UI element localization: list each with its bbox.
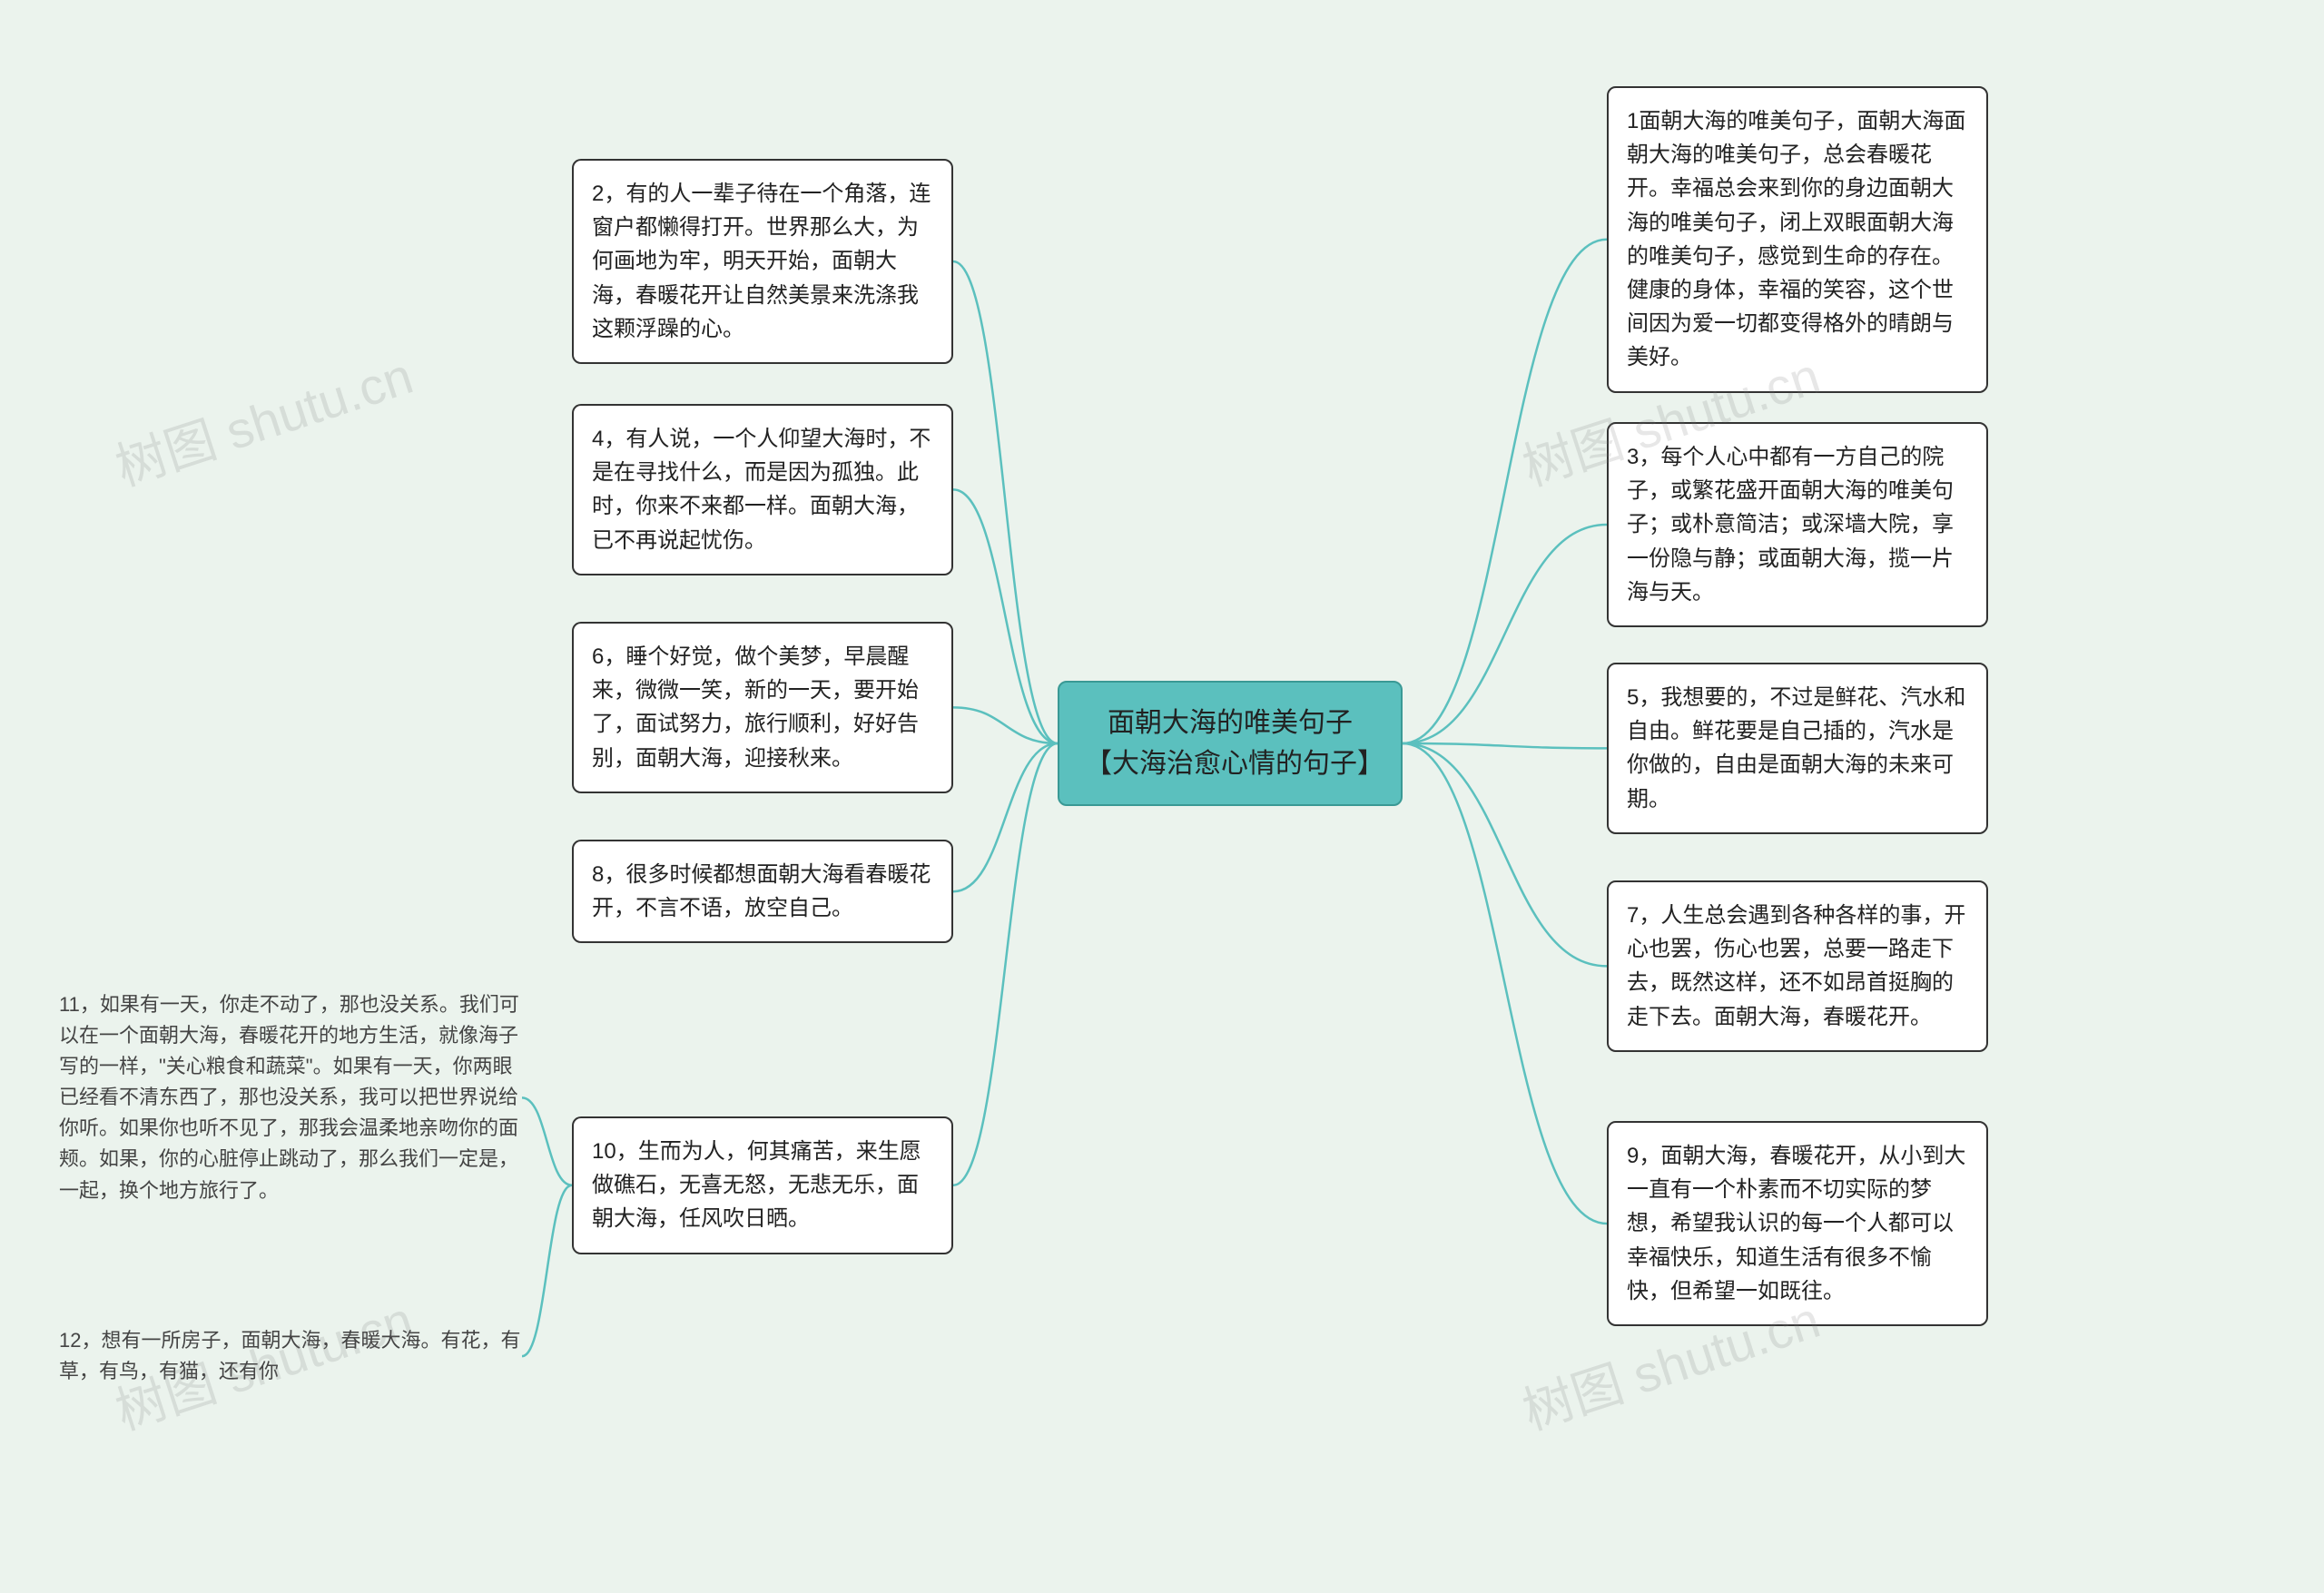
leaf-node-text: 7，人生总会遇到各种各样的事，开心也罢，伤心也罢，总要一路走下去，既然这样，还不…: [1627, 903, 1965, 1029]
leaf-node-text: 8，很多时候都想面朝大海看春暖花开，不言不语，放空自己。: [592, 862, 931, 920]
leaf-node: 4，有人说，一个人仰望大海时，不是在寻找什么，而是因为孤独。此时，你来不来都一样…: [572, 404, 953, 575]
leaf-node-text: 5，我想要的，不过是鲜花、汽水和自由。鲜花要是自己插的，汽水是你做的，自由是面朝…: [1627, 685, 1965, 811]
center-node-text: 面朝大海的唯美句子【大海治愈心情的句子】: [1085, 708, 1384, 779]
leaf-node: 5，我想要的，不过是鲜花、汽水和自由。鲜花要是自己插的，汽水是你做的，自由是面朝…: [1607, 663, 1988, 834]
leaf-node-text: 9，面朝大海，春暖花开，从小到大一直有一个朴素而不切实际的梦想，希望我认识的每一…: [1627, 1144, 1965, 1303]
leaf-node: 10，生而为人，何其痛苦，来生愿做礁石，无喜无怒，无悲无乐，面朝大海，任风吹日晒…: [572, 1116, 953, 1254]
leaf-node: 9，面朝大海，春暖花开，从小到大一直有一个朴素而不切实际的梦想，希望我认识的每一…: [1607, 1121, 1988, 1326]
center-node: 面朝大海的唯美句子【大海治愈心情的句子】: [1058, 681, 1403, 806]
plain-node-text: 11，如果有一天，你走不动了，那也没关系。我们可以在一个面朝大海，春暖花开的地方…: [59, 993, 519, 1202]
leaf-node-text: 2，有的人一辈子待在一个角落，连窗户都懒得打开。世界那么大，为何画地为牢，明天开…: [592, 182, 931, 341]
plain-node: 11，如果有一天，你走不动了，那也没关系。我们可以在一个面朝大海，春暖花开的地方…: [59, 989, 522, 1206]
leaf-node: 6，睡个好觉，做个美梦，早晨醒来，微微一笑，新的一天，要开始了，面试努力，旅行顺…: [572, 622, 953, 793]
leaf-node-text: 4，有人说，一个人仰望大海时，不是在寻找什么，而是因为孤独。此时，你来不来都一样…: [592, 427, 931, 553]
plain-node: 12，想有一所房子，面朝大海，春暖大海。有花，有草，有鸟，有猫，还有你: [59, 1325, 522, 1387]
leaf-node: 7，人生总会遇到各种各样的事，开心也罢，伤心也罢，总要一路走下去，既然这样，还不…: [1607, 880, 1988, 1052]
leaf-node-text: 10，生而为人，何其痛苦，来生愿做礁石，无喜无怒，无悲无乐，面朝大海，任风吹日晒…: [592, 1139, 921, 1231]
leaf-node: 2，有的人一辈子待在一个角落，连窗户都懒得打开。世界那么大，为何画地为牢，明天开…: [572, 159, 953, 364]
leaf-node: 1面朝大海的唯美句子，面朝大海面朝大海的唯美句子，总会春暖花开。幸福总会来到你的…: [1607, 86, 1988, 393]
leaf-node-text: 3，每个人心中都有一方自己的院子，或繁花盛开面朝大海的唯美句子；或朴意简洁；或深…: [1627, 445, 1954, 605]
watermark: 树图 shutu.cn: [105, 336, 421, 501]
leaf-node-text: 6，睡个好觉，做个美梦，早晨醒来，微微一笑，新的一天，要开始了，面试努力，旅行顺…: [592, 644, 919, 771]
leaf-node: 3，每个人心中都有一方自己的院子，或繁花盛开面朝大海的唯美句子；或朴意简洁；或深…: [1607, 422, 1988, 627]
leaf-node: 8，很多时候都想面朝大海看春暖花开，不言不语，放空自己。: [572, 840, 953, 943]
leaf-node-text: 1面朝大海的唯美句子，面朝大海面朝大海的唯美句子，总会春暖花开。幸福总会来到你的…: [1627, 109, 1965, 369]
plain-node-text: 12，想有一所房子，面朝大海，春暖大海。有花，有草，有鸟，有猫，还有你: [59, 1329, 520, 1382]
